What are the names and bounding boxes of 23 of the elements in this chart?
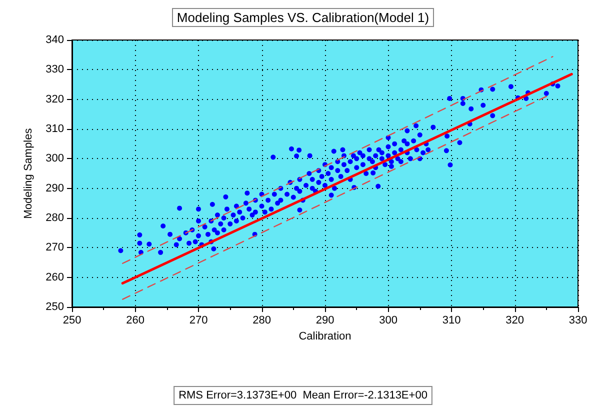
y-tick-label: 290 <box>46 182 64 194</box>
x-tick-label: 250 <box>62 314 82 326</box>
y-tick-label: 310 <box>46 123 64 135</box>
y-tick-label: 280 <box>46 212 64 224</box>
y-tick-label: 340 <box>46 34 64 46</box>
x-axis-title: Calibration <box>298 330 352 342</box>
y-tick-label: 270 <box>46 242 64 254</box>
text: RMS Error=3.1373E+00 Mean Error=-2.1313E+00 <box>178 390 428 402</box>
y-tick-label: 330 <box>46 64 64 76</box>
x-tick-label: 290 <box>316 314 334 326</box>
x-tick-label: 310 <box>442 314 461 326</box>
y-tick-label: 260 <box>46 271 64 284</box>
x-tick-label: 270 <box>189 314 208 326</box>
x-tick-label: 280 <box>252 314 271 326</box>
x-tick-label: 320 <box>506 314 524 326</box>
chart-title: Modeling Samples VS. Calibration(Model 1) <box>176 10 430 25</box>
y-tick-label: 250 <box>46 301 64 313</box>
y-tick-label: 320 <box>46 93 64 106</box>
x-tick-label: 260 <box>126 314 144 326</box>
y-tick-label: 300 <box>46 152 64 165</box>
x-tick-label: 300 <box>379 314 398 326</box>
x-tick-label: 330 <box>568 314 588 326</box>
y-axis-title: Modeling Samples <box>22 128 34 219</box>
